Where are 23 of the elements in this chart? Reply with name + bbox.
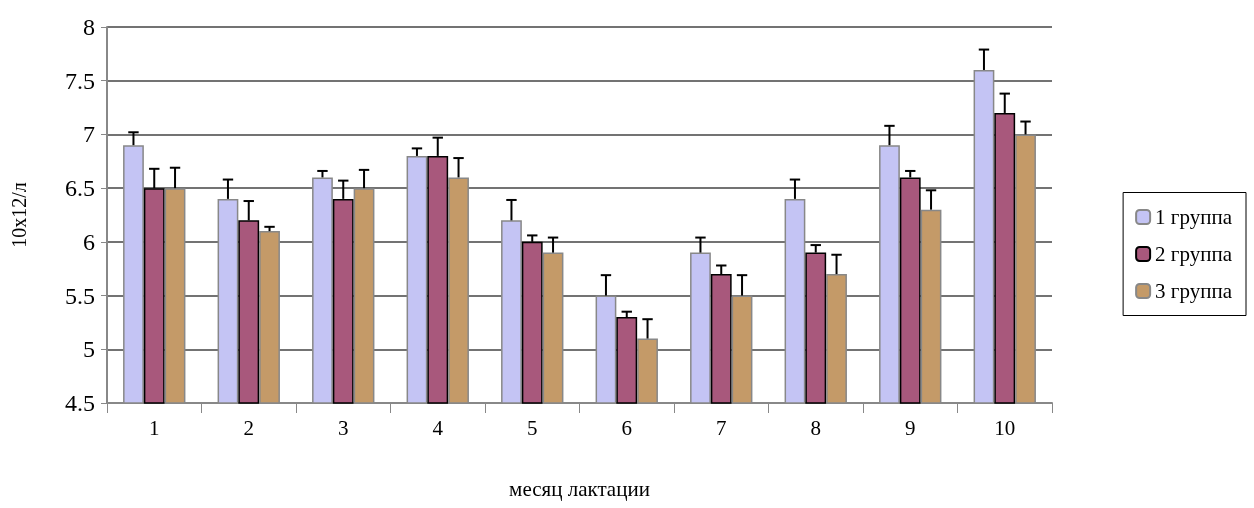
x-tick-label: 7: [716, 415, 727, 440]
y-tick-label: 4.5: [65, 390, 95, 416]
y-tick-label: 7: [83, 121, 95, 148]
x-tick-label: 8: [810, 415, 821, 440]
legend-label: 2 группа: [1155, 242, 1233, 266]
y-tick-label: 6: [83, 228, 95, 255]
x-tick-label: 9: [905, 415, 916, 440]
y-tick-label: 7.5: [65, 67, 95, 94]
x-axis-title: месяц лактации: [509, 476, 650, 501]
x-tick-label: 2: [243, 415, 254, 440]
y-tick-label: 6.5: [65, 175, 95, 202]
x-tick-label: 5: [527, 415, 538, 440]
x-tick-label: 10: [994, 415, 1016, 440]
x-tick-label: 6: [621, 415, 632, 440]
y-tick-label: 8: [83, 14, 95, 40]
legend-label: 1 группа: [1155, 205, 1233, 229]
y-tick-label: 5: [83, 336, 95, 363]
x-tick-label: 3: [338, 415, 349, 440]
legend-label: 3 группа: [1155, 279, 1233, 303]
x-tick-label: 4: [432, 415, 444, 440]
y-axis-title: 10х12/л: [8, 182, 30, 248]
x-tick-label: 1: [149, 415, 160, 440]
y-tick-label: 5.5: [65, 282, 95, 309]
